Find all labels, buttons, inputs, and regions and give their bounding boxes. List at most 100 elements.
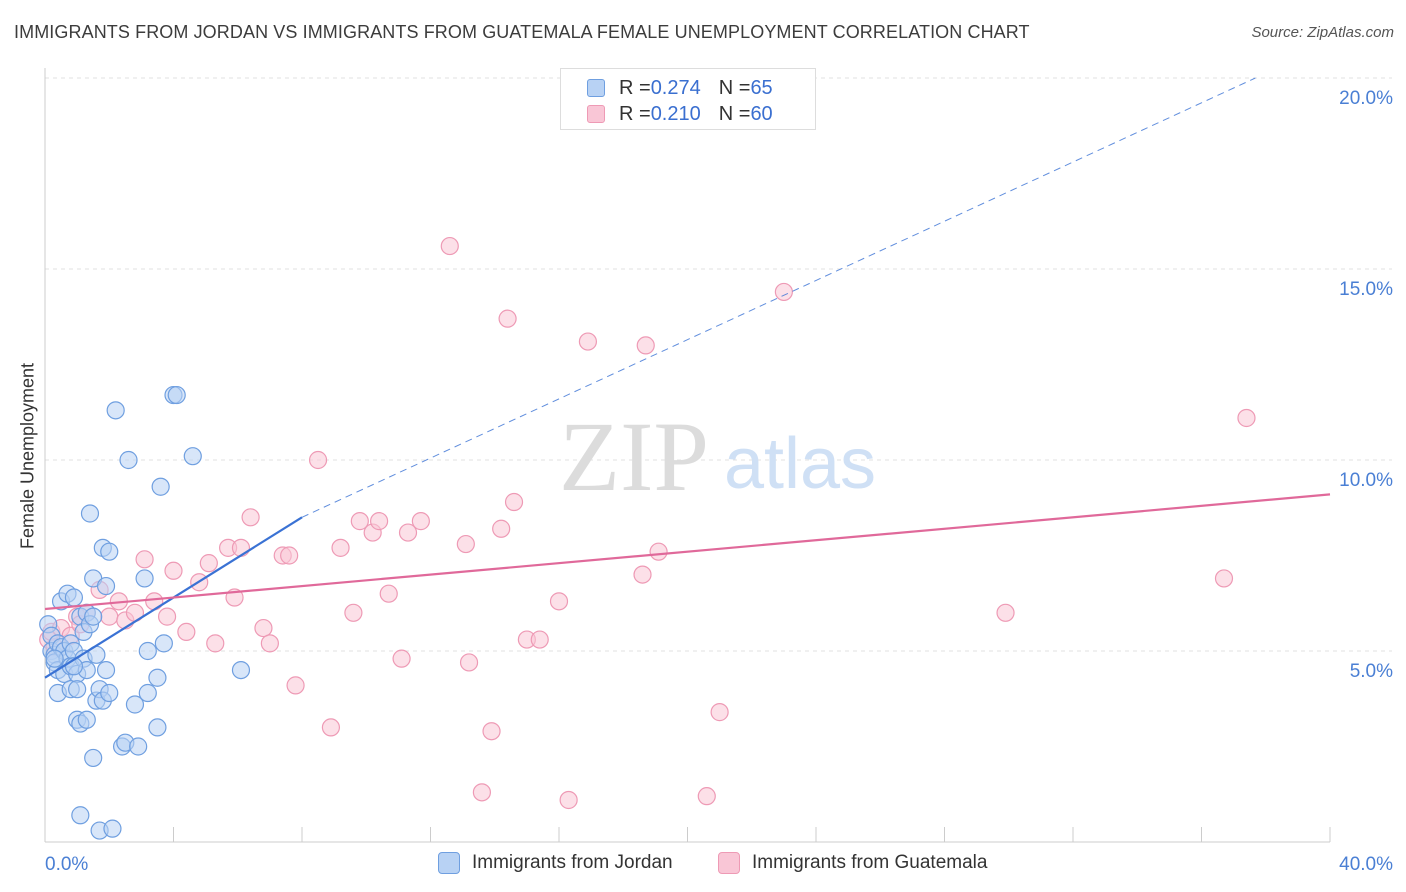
jordan-point (151, 477, 170, 496)
guatemala-point (472, 783, 491, 802)
jordan-point (77, 710, 96, 729)
jordan-point (100, 683, 119, 703)
guatemala-r-label: R = (619, 102, 651, 125)
jordan-point (45, 649, 64, 668)
guatemala-point (392, 649, 411, 668)
jordan-trendline-extension (301, 77, 1256, 518)
jordan-point (154, 634, 173, 653)
legend-guatemala-label: Immigrants from Guatemala (752, 852, 988, 873)
guatemala-point (440, 236, 459, 256)
jordan-point (100, 542, 119, 561)
trend-layer (44, 77, 1331, 679)
guatemala-point (241, 508, 260, 527)
watermark-zip: ZIP (559, 401, 709, 512)
guatemala-point (482, 722, 501, 741)
guatemala-point (492, 519, 511, 538)
points-layer (39, 236, 1256, 840)
guatemala-point (177, 622, 196, 642)
guatemala-point (145, 592, 164, 611)
guatemala-point (331, 538, 350, 557)
guatemala-point (633, 565, 652, 584)
label-layer: 5.0% 10.0% 15.0% 20.0% 0.0% 40.0% (45, 88, 1393, 875)
guatemala-point (199, 554, 218, 573)
guatemala-point (996, 603, 1015, 622)
legend-jordan-swatch (438, 852, 460, 874)
y-tick-label: 5.0% (1350, 661, 1393, 682)
guatemala-point (411, 512, 430, 531)
jordan-point (138, 683, 157, 703)
y-tick-label: 15.0% (1339, 279, 1393, 300)
guatemala-point (459, 653, 479, 672)
jordan-point (96, 660, 116, 680)
guatemala-point (321, 718, 341, 737)
grid-layer (45, 77, 1392, 652)
guatemala-point (1214, 569, 1234, 588)
legend-row-jordan: R = 0.274 N = 65 (587, 77, 773, 99)
legend-item-guatemala[interactable]: Immigrants from Guatemala (718, 852, 987, 874)
guatemala-point (370, 512, 389, 531)
guatemala-point (379, 584, 398, 603)
source-label: Source: ZipAtlas.com (1251, 24, 1394, 41)
jordan-swatch (587, 79, 605, 97)
jordan-point (129, 737, 148, 756)
jordan-point (103, 819, 122, 838)
jordan-r-label: R = (619, 76, 651, 99)
jordan-point (71, 806, 90, 825)
guatemala-point (636, 336, 655, 355)
jordan-point (183, 447, 202, 466)
guatemala-swatch (587, 105, 605, 123)
guatemala-point (350, 512, 369, 531)
guatemala-point (456, 534, 475, 554)
guatemala-point (697, 787, 716, 806)
guatemala-point (398, 523, 418, 542)
jordan-point (84, 607, 103, 626)
guatemala-point (260, 634, 279, 653)
guatemala-point (135, 550, 154, 569)
jordan-point (125, 695, 145, 714)
guatemala-point (1237, 408, 1256, 428)
guatemala-point (206, 634, 225, 653)
jordan-r-value: 0.274 (650, 76, 701, 99)
jordan-point (80, 504, 100, 523)
guatemala-point (280, 546, 299, 565)
guatemala-point (774, 282, 793, 302)
jordan-point (138, 641, 157, 661)
guatemala-r-value: 0.210 (650, 102, 701, 125)
guatemala-point (100, 607, 119, 626)
jordan-point (135, 569, 154, 588)
guatemala-point (157, 607, 177, 626)
guatemala-n-value: 60 (750, 102, 773, 125)
jordan-n-label: N = (718, 76, 751, 99)
jordan-point (96, 576, 116, 596)
guatemala-n-label: N = (718, 102, 751, 125)
watermark-atlas: atlas (724, 424, 876, 504)
jordan-n-value: 65 (750, 76, 773, 99)
legend-item-jordan[interactable]: Immigrants from Jordan (438, 852, 673, 874)
guatemala-point (578, 332, 598, 351)
guatemala-point (308, 450, 328, 470)
jordan-point (167, 385, 186, 405)
legend-row-guatemala: R = 0.210 N = 60 (587, 103, 773, 125)
jordan-point (148, 668, 167, 687)
correlation-legend: R = 0.274 N = 65 R = 0.210 N = 60 (560, 68, 816, 130)
y-axis-title: Female Unemployment (17, 362, 38, 550)
guatemala-point (559, 790, 578, 810)
jordan-point (106, 401, 125, 420)
series-legend: Immigrants from Jordan Immigrants from G… (0, 852, 1406, 878)
y-tick-label: 20.0% (1339, 88, 1393, 109)
guatemala-point (549, 592, 569, 611)
jordan-point (68, 680, 87, 699)
jordan-point (64, 588, 84, 607)
chart-title: IMMIGRANTS FROM JORDAN VS IMMIGRANTS FRO… (14, 22, 1030, 42)
legend-jordan-label: Immigrants from Jordan (472, 852, 673, 873)
jordan-point (84, 748, 103, 768)
guatemala-point (649, 542, 668, 561)
jordan-point (231, 660, 251, 680)
y-tick-label: 10.0% (1339, 470, 1393, 491)
x-tick-label-start: 0.0% (45, 854, 88, 875)
guatemala-point (710, 703, 729, 722)
jordan-point (119, 450, 138, 470)
x-tick-label-end: 40.0% (1339, 854, 1393, 875)
guatemala-point (231, 538, 251, 557)
guatemala-trendline (44, 493, 1331, 611)
